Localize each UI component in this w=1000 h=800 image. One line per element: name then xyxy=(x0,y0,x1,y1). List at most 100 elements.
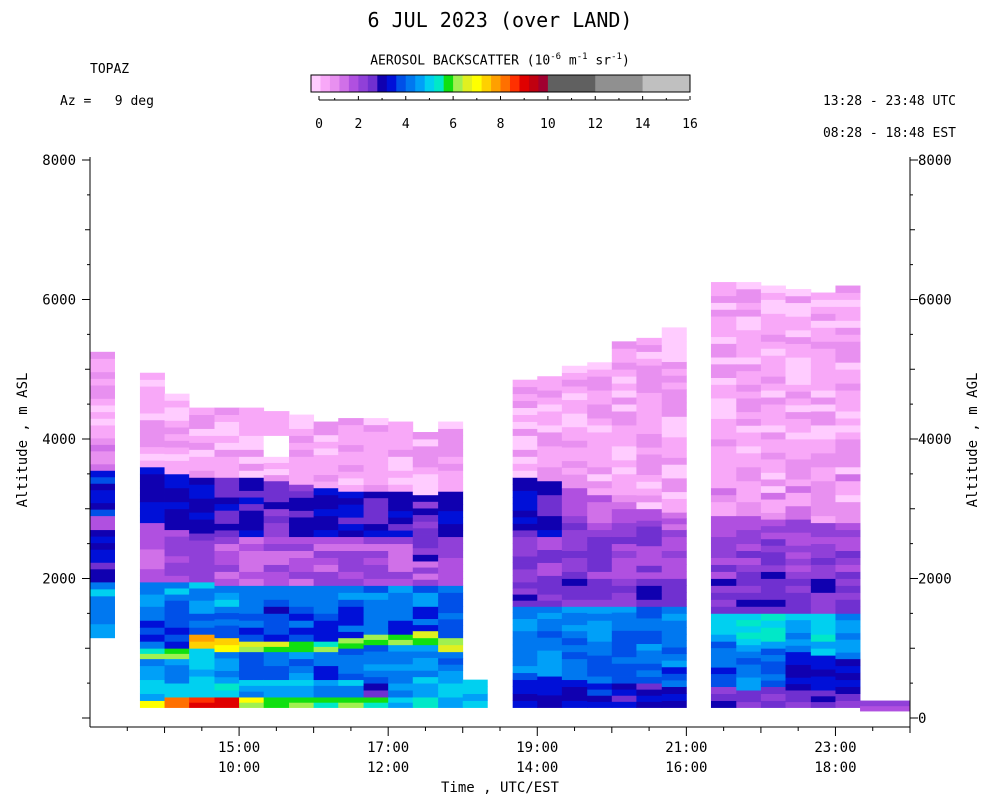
backscatter-cell xyxy=(736,683,762,691)
backscatter-cell xyxy=(561,644,588,653)
backscatter-cell xyxy=(313,697,339,703)
backscatter-cell xyxy=(239,679,265,686)
backscatter-cell xyxy=(239,543,265,551)
backscatter-cell xyxy=(810,376,836,384)
backscatter-cell xyxy=(214,690,240,698)
backscatter-cell xyxy=(835,418,861,426)
backscatter-cell xyxy=(636,643,663,651)
colorbar-bin-16 xyxy=(462,75,473,92)
backscatter-cell xyxy=(710,357,737,365)
backscatter-cell xyxy=(90,489,115,497)
backscatter-cell xyxy=(810,585,836,593)
backscatter-cell xyxy=(338,536,364,545)
backscatter-cell xyxy=(661,443,687,452)
backscatter-cell xyxy=(164,562,190,570)
backscatter-cell xyxy=(164,427,190,435)
backscatter-cell xyxy=(810,341,836,349)
backscatter-cell xyxy=(338,550,364,558)
backscatter-cell xyxy=(139,392,165,401)
backscatter-cell xyxy=(239,449,265,457)
y-tick-label-left-4000: 4000 xyxy=(42,432,76,448)
backscatter-cell xyxy=(189,470,215,478)
backscatter-cell xyxy=(736,606,762,614)
backscatter-cell xyxy=(313,454,339,462)
backscatter-cell xyxy=(587,487,613,496)
backscatter-cell xyxy=(239,585,265,593)
backscatter-cell xyxy=(810,578,836,586)
backscatter-cell xyxy=(214,599,240,607)
backscatter-cell xyxy=(736,599,762,607)
backscatter-cell xyxy=(785,613,812,621)
backscatter-cell xyxy=(263,442,290,450)
backscatter-cell xyxy=(587,592,613,600)
backscatter-cell xyxy=(438,697,464,703)
backscatter-cell xyxy=(760,538,786,546)
backscatter-cell xyxy=(363,497,389,505)
backscatter-cell xyxy=(760,606,786,614)
backscatter-cell xyxy=(412,547,439,555)
backscatter-cell xyxy=(636,520,663,527)
backscatter-cell xyxy=(438,618,464,626)
backscatter-cell xyxy=(835,652,861,660)
backscatter-cell xyxy=(363,464,389,472)
backscatter-cell xyxy=(139,426,165,434)
backscatter-cell xyxy=(636,683,663,690)
backscatter-cell xyxy=(785,472,812,480)
backscatter-cell xyxy=(785,545,812,553)
backscatter-cell xyxy=(338,631,364,639)
backscatter-cell xyxy=(611,637,637,644)
backscatter-cell xyxy=(90,588,115,597)
backscatter-cell xyxy=(537,536,563,544)
backscatter-cell xyxy=(636,656,663,664)
backscatter-cell xyxy=(438,606,464,614)
profile-4 xyxy=(214,407,240,708)
backscatter-cell xyxy=(239,620,265,628)
backscatter-cell xyxy=(164,420,190,428)
backscatter-cell xyxy=(412,624,439,632)
backscatter-cell xyxy=(90,358,115,366)
backscatter-cell xyxy=(189,407,215,415)
backscatter-cell xyxy=(263,651,290,660)
backscatter-cell xyxy=(611,404,637,412)
backscatter-cell xyxy=(636,454,663,462)
backscatter-cell xyxy=(139,515,165,524)
backscatter-cell xyxy=(661,436,687,445)
backscatter-cell xyxy=(438,435,464,443)
backscatter-cell xyxy=(139,641,165,649)
backscatter-cell xyxy=(835,619,861,627)
backscatter-cell xyxy=(810,439,836,447)
backscatter-cell xyxy=(736,480,762,489)
backscatter-cell xyxy=(214,670,240,678)
backscatter-cell xyxy=(810,627,836,635)
backscatter-cell xyxy=(785,670,812,678)
backscatter-cell xyxy=(139,600,165,607)
profile-1 xyxy=(139,372,165,708)
backscatter-cell xyxy=(760,472,786,480)
backscatter-cell xyxy=(537,643,563,651)
backscatter-cell xyxy=(139,568,165,576)
backscatter-cell xyxy=(760,578,786,586)
backscatter-cell xyxy=(214,564,240,572)
backscatter-cell xyxy=(90,463,115,471)
backscatter-cell xyxy=(313,448,339,456)
backscatter-cell xyxy=(561,508,588,517)
backscatter-cell xyxy=(412,644,439,652)
backscatter-cell xyxy=(214,683,240,691)
backscatter-cell xyxy=(736,651,762,659)
backscatter-cell xyxy=(611,432,637,440)
backscatter-cell xyxy=(412,452,439,461)
backscatter-cell xyxy=(363,557,389,565)
backscatter-cell xyxy=(313,508,339,517)
backscatter-cell xyxy=(760,299,786,307)
backscatter-cell xyxy=(785,357,812,365)
profile-0 xyxy=(90,351,115,639)
backscatter-cell xyxy=(710,686,737,694)
backscatter-cell xyxy=(810,383,836,391)
backscatter-cell xyxy=(338,484,364,492)
backscatter-cell xyxy=(611,689,637,696)
backscatter-cell xyxy=(661,620,687,628)
backscatter-cell xyxy=(537,612,563,620)
backscatter-cell xyxy=(90,365,115,373)
backscatter-cell xyxy=(710,620,737,628)
backscatter-cell xyxy=(587,695,613,702)
